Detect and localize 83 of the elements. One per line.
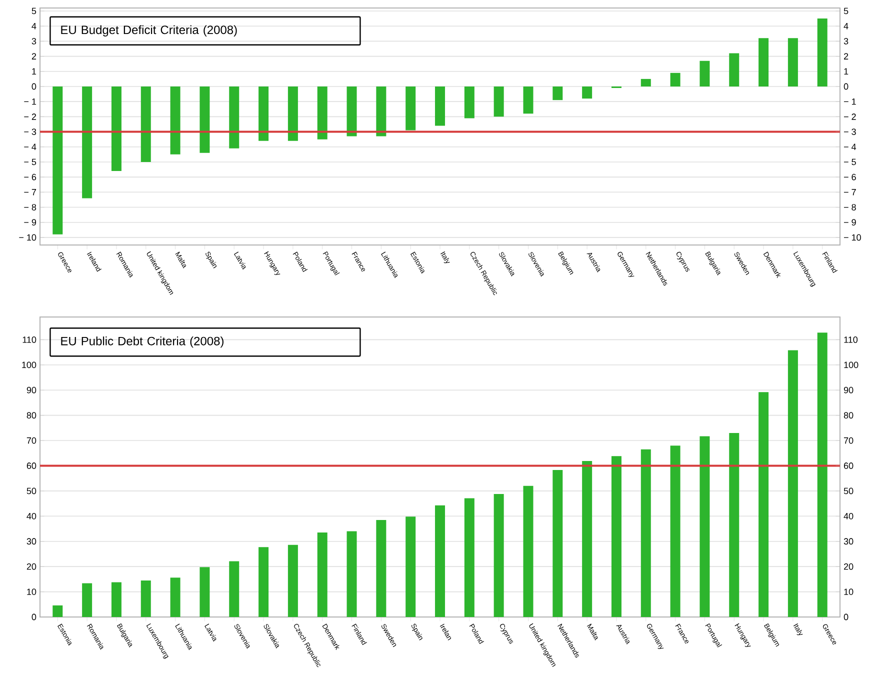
bar — [82, 583, 92, 617]
y-tick-label: − 5 — [24, 158, 36, 166]
y-tick-label: 60 — [844, 462, 854, 469]
y-tick-label: 100 — [844, 362, 858, 368]
y-tick-label: 110 — [844, 336, 858, 343]
bar — [464, 86, 474, 118]
y-tick-label: 50 — [844, 488, 854, 494]
bar — [494, 86, 504, 117]
y-tick-label: 30 — [844, 538, 854, 545]
bar — [52, 86, 63, 234]
bar — [406, 516, 416, 617]
y-tick-label: 90 — [844, 386, 854, 394]
bar — [523, 486, 534, 617]
bar — [200, 567, 210, 617]
bar — [670, 72, 680, 86]
y-tick-label: 3 — [32, 38, 36, 44]
bar — [229, 561, 240, 617]
bar — [435, 505, 446, 617]
bar — [640, 78, 651, 86]
y-tick-label: − 6 — [24, 174, 36, 180]
bar — [611, 456, 622, 617]
y-tick-label: 80 — [844, 412, 854, 419]
y-tick-label: 40 — [844, 512, 854, 520]
y-tick-label: 0 — [844, 614, 848, 620]
bar — [317, 86, 328, 140]
y-tick-label: 20 — [844, 563, 854, 570]
bar — [229, 86, 240, 148]
bar — [111, 86, 122, 172]
bar — [52, 605, 63, 617]
bar — [258, 547, 269, 617]
bar — [82, 86, 92, 198]
y-tick-label: − 9 — [24, 219, 36, 226]
bar — [700, 436, 710, 617]
bar — [582, 86, 592, 99]
bar — [170, 578, 180, 617]
y-tick-label: − 2 — [24, 114, 36, 120]
y-tick-label: 0 — [32, 83, 36, 90]
bar — [494, 494, 504, 617]
y-tick-label: − 3 — [24, 128, 36, 135]
bar — [288, 544, 298, 617]
bar — [758, 38, 769, 86]
bar — [140, 580, 151, 617]
y-tick-label: − 8 — [24, 204, 36, 210]
bar — [346, 86, 357, 136]
bar — [111, 582, 122, 617]
text: EU Budget Deficit Criteria (2008) — [61, 25, 237, 36]
bar — [464, 498, 474, 617]
bar — [376, 520, 386, 617]
bar — [758, 392, 769, 617]
y-tick-label: 70 — [844, 437, 854, 444]
y-tick-label: 10 — [844, 588, 854, 595]
bar — [729, 432, 740, 617]
bar — [582, 460, 592, 617]
y-tick-label: 5 — [32, 8, 36, 14]
bar — [788, 350, 798, 617]
y-tick-label: − 1 — [24, 98, 36, 105]
y-tick-label: − 4 — [24, 144, 36, 150]
bar — [288, 86, 298, 141]
bar — [788, 38, 798, 86]
bar — [552, 470, 563, 617]
bar — [817, 332, 828, 617]
bar — [258, 86, 269, 141]
bar — [817, 18, 828, 86]
bar — [200, 86, 210, 153]
y-tick-label: − 7 — [24, 189, 36, 196]
bar — [435, 86, 446, 126]
bar — [406, 86, 416, 130]
bar — [317, 532, 328, 617]
y-tick-label: 1 — [32, 68, 36, 74]
bar — [523, 86, 534, 114]
bar — [670, 446, 680, 617]
bar — [170, 86, 180, 154]
bar — [729, 53, 740, 86]
bar — [640, 449, 651, 617]
bar — [346, 531, 357, 617]
bar — [140, 86, 151, 162]
bar — [552, 86, 563, 100]
text: EU Public Debt Criteria (2008) — [61, 336, 224, 348]
y-tick-label: − 10 — [19, 234, 36, 241]
bar — [376, 86, 386, 136]
y-tick-label: 2 — [32, 53, 36, 60]
bar — [700, 60, 710, 86]
y-tick-label: 4 — [32, 23, 36, 30]
